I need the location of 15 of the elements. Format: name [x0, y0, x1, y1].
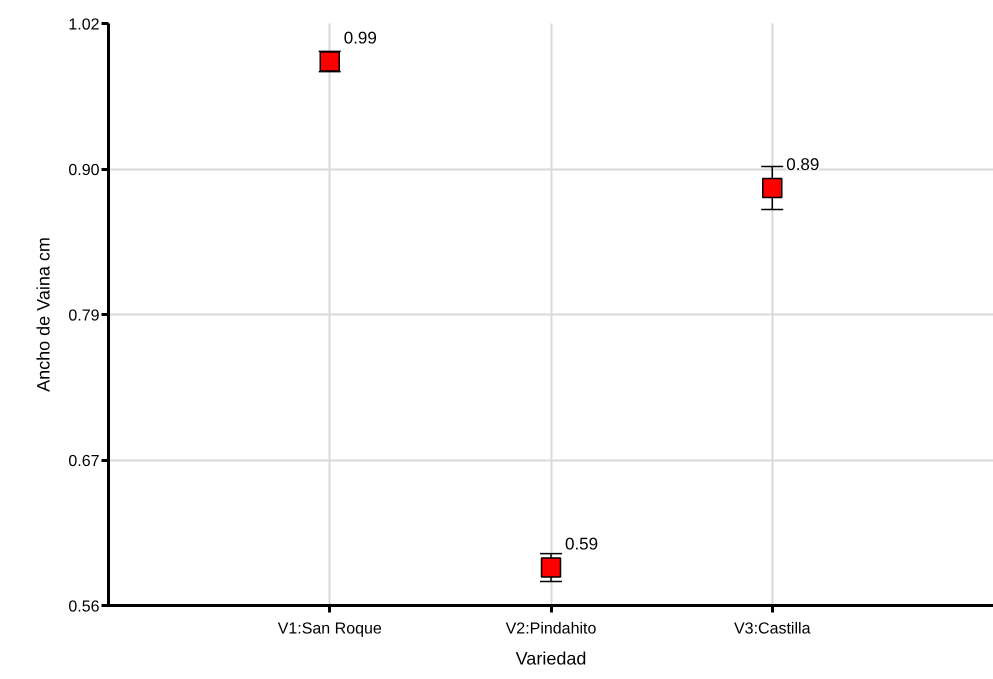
y-tick-label: 0.67 — [68, 453, 100, 470]
x-tick-label: V3:Castilla — [734, 620, 811, 638]
y-tick-label: 1.02 — [68, 16, 100, 34]
point — [762, 178, 782, 198]
x-tick-label: V2:Pindahito — [506, 620, 596, 638]
data-label: 0.99 — [344, 28, 377, 48]
data-label: 0.59 — [565, 534, 598, 554]
x-tick-label: V1:San Roque — [278, 620, 382, 638]
y-axis-title: Ancho de Vaina cm — [33, 237, 54, 392]
point — [540, 557, 562, 578]
y-tick-label: 0.90 — [68, 162, 100, 179]
x-axis-title: Variedad — [516, 648, 586, 668]
y-tick-label: 0.56 — [68, 598, 100, 616]
data-label: 0.89 — [786, 154, 820, 174]
y-tick-label: 0.79 — [68, 308, 100, 324]
